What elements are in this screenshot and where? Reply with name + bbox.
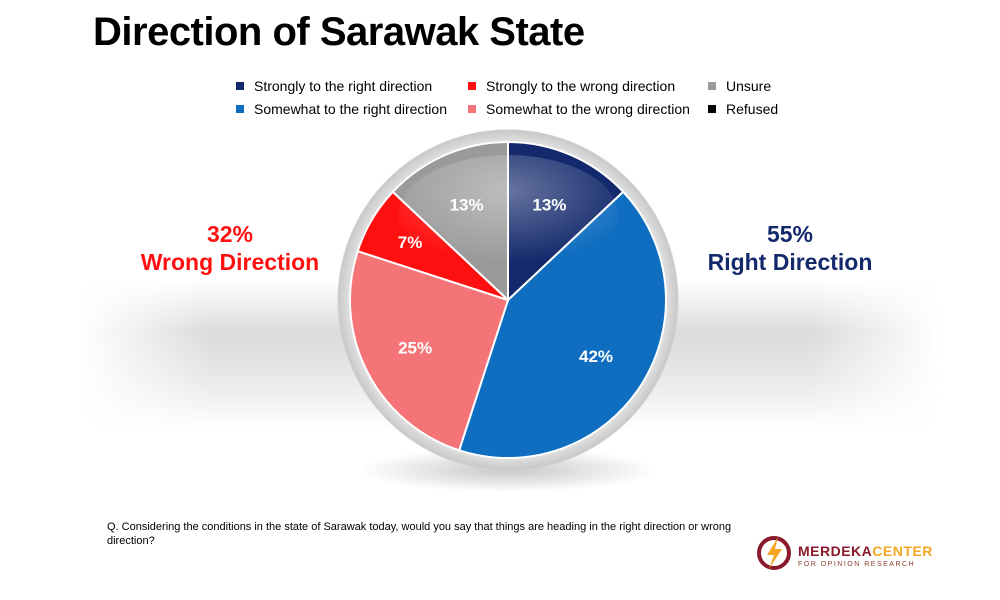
lightning-bolt-circle-icon xyxy=(757,536,791,570)
legend-item: Somewhat to the wrong direction xyxy=(468,101,690,117)
wrong-direction-percent: 32% xyxy=(206,221,254,247)
chart-legend: Strongly to the right direction Strongly … xyxy=(236,78,836,126)
pie-slice xyxy=(349,249,510,452)
legend-label: Somewhat to the right direction xyxy=(254,101,447,117)
pie-slice xyxy=(457,190,667,459)
pie-data-label: 13% xyxy=(450,195,484,214)
merdeka-center-logo: MERDEKACENTER FOR OPINION RESEARCH xyxy=(754,531,932,581)
right-direction-percent: 55% xyxy=(766,221,814,247)
legend-item: Unsure xyxy=(708,78,771,94)
legend-label: Strongly to the wrong direction xyxy=(486,78,676,94)
legend-swatch xyxy=(708,105,716,113)
legend-label: Strongly to the right direction xyxy=(254,78,433,94)
legend-swatch xyxy=(236,105,244,113)
pie-data-label: 7% xyxy=(398,233,423,252)
legend-item: Strongly to the wrong direction xyxy=(468,78,675,94)
logo-wordmark: MERDEKACENTER FOR OPINION RESEARCH xyxy=(798,543,933,568)
legend-label: Refused xyxy=(726,101,779,117)
right-direction-label: Right Direction xyxy=(707,249,873,275)
pie-data-label: 42% xyxy=(579,347,613,366)
wrong-direction-label: Wrong Direction xyxy=(140,249,320,275)
right-direction-summary: 55% Right Direction xyxy=(690,220,890,276)
pie-gloss xyxy=(398,155,618,275)
logo-tagline: FOR OPINION RESEARCH xyxy=(798,561,916,568)
logo-name-part1: MERDEKA xyxy=(798,543,873,559)
legend-swatch xyxy=(236,82,244,90)
pie-data-label: 25% xyxy=(398,338,432,357)
legend-swatch xyxy=(468,105,476,113)
legend-item: Somewhat to the right direction xyxy=(236,101,447,117)
legend-label: Somewhat to the wrong direction xyxy=(486,101,690,117)
logo-name-part2: CENTER xyxy=(872,543,933,559)
chart-title: Direction of Sarawak State xyxy=(93,10,585,54)
survey-question: Q. Considering the conditions in the sta… xyxy=(107,521,732,547)
legend-item: Strongly to the right direction xyxy=(236,78,432,94)
legend-swatch xyxy=(468,82,476,90)
legend-swatch xyxy=(708,82,716,90)
pie-data-label: 13% xyxy=(532,195,566,214)
legend-label: Unsure xyxy=(726,78,772,94)
wrong-direction-summary: 32% Wrong Direction xyxy=(120,220,340,276)
legend-item: Refused xyxy=(708,101,778,117)
